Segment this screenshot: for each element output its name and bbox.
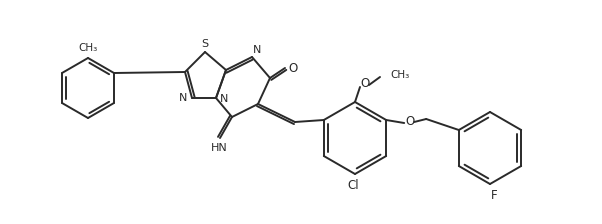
Text: N: N: [253, 45, 261, 55]
Text: HN: HN: [211, 143, 228, 153]
Text: CH₃: CH₃: [78, 43, 98, 53]
Text: S: S: [202, 39, 208, 49]
Text: F: F: [491, 189, 497, 202]
Text: O: O: [361, 77, 370, 90]
Text: N: N: [220, 94, 228, 104]
Text: N: N: [179, 93, 187, 103]
Text: Cl: Cl: [347, 179, 359, 192]
Text: O: O: [406, 114, 415, 127]
Text: CH₃: CH₃: [390, 70, 409, 80]
Text: O: O: [288, 62, 297, 75]
